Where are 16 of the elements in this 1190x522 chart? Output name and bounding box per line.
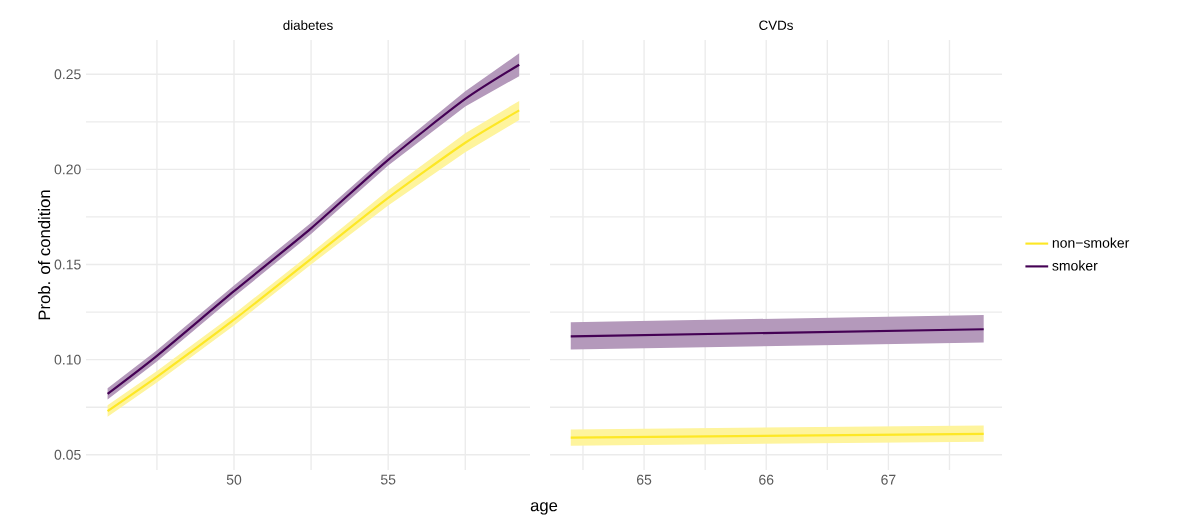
x-tick-label: 50 [226,474,242,485]
x-axis-title: age [530,502,558,515]
y-tick-label: 0.20 [54,164,81,175]
legend-label: smoker [1052,260,1098,271]
x-tick-label: 66 [759,474,774,485]
x-tick-label: 55 [380,474,396,485]
chart-title: CVDs [759,20,793,30]
chart-title: diabetes [283,20,333,30]
y-tick-label: 0.05 [54,449,81,460]
legend-label: non−smoker [1052,237,1130,248]
y-axis-title: Prob. of condition [37,190,51,320]
x-tick-label: 67 [881,474,896,485]
y-tick-label: 0.10 [54,354,81,365]
y-tick-label: 0.25 [54,69,81,80]
x-tick-label: 65 [636,474,652,485]
y-tick-label: 0.15 [54,259,81,270]
